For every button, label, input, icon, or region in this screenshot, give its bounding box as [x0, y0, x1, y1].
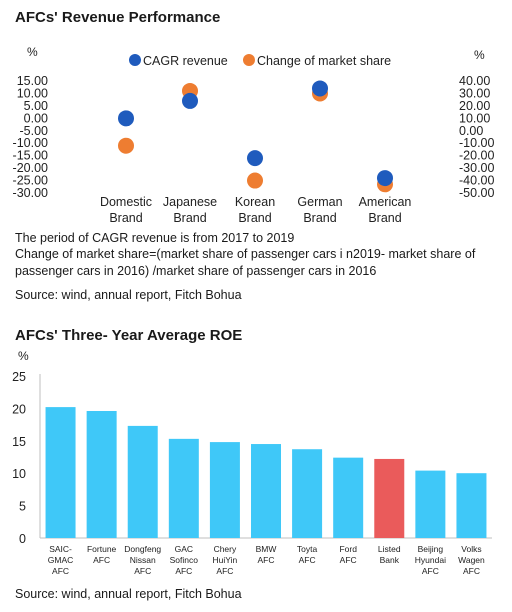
bar-category-label: Fortune AFC: [87, 544, 117, 565]
bar-category-label: BMW AFC: [256, 544, 277, 565]
right-tick-label: 40.00: [459, 74, 490, 88]
roe-bar: [86, 410, 117, 538]
bar-category-label: SAIC-GMAC AFC: [48, 544, 74, 576]
roe-bar: [292, 449, 323, 538]
left-tick-label: -30.00: [13, 186, 48, 200]
roe-bar: [45, 407, 76, 538]
right-tick-label: -20.00: [459, 149, 494, 163]
left-tick-label: -15.00: [13, 149, 48, 163]
cagr-point: [247, 150, 263, 167]
y-tick-label: 10: [12, 467, 26, 481]
cagr-point: [182, 92, 198, 109]
right-tick-label: -30.00: [459, 161, 494, 175]
right-axis-unit: %: [474, 48, 485, 62]
roe-bar: [127, 425, 158, 538]
revenue-performance-chart: % %15.0010.005.000.00-5.00-10.00-15.00-20…: [13, 45, 495, 225]
category-label: Japanese Brand: [163, 195, 217, 225]
market-share-point: [247, 172, 263, 189]
y-tick-label: 15: [12, 435, 26, 449]
roe-bar: [209, 442, 240, 538]
right-tick-label: -40.00: [459, 174, 494, 188]
left-tick-label: -20.00: [13, 161, 48, 175]
right-tick-label: -10.00: [459, 136, 494, 150]
bar-category-label: Beijing Hyundai AFC: [415, 544, 446, 576]
right-tick-label: 0.00: [459, 124, 483, 138]
cagr-point: [118, 110, 134, 127]
legend-marker-cagr: [129, 54, 141, 66]
left-tick-label: 15.00: [17, 74, 48, 88]
y-tick-label: 5: [19, 500, 26, 514]
roe-bar: [333, 457, 364, 538]
bar-category-label: Ford AFC: [339, 544, 357, 565]
right-tick-label: 10.00: [459, 111, 490, 125]
bar-category-label: Toyta AFC: [297, 544, 318, 565]
legend-label-cagr: CAGR revenue: [143, 54, 228, 68]
roe-bar: [374, 458, 405, 538]
y-tick-label: 20: [12, 402, 26, 416]
chart2-title: AFCs' Three- Year Average ROE: [15, 327, 243, 344]
chart1-title: AFCs' Revenue Performance: [15, 9, 221, 26]
cagr-period-note: The period of CAGR revenue is from 2017 …: [15, 231, 295, 245]
bar-category-label: Listed Bank: [378, 544, 401, 565]
left-tick-label: 0.00: [24, 111, 48, 125]
left-tick-label: 10.00: [17, 86, 48, 100]
category-label: German Brand: [297, 195, 342, 225]
cagr-point: [377, 170, 393, 187]
roe-bar-chart: % 25 20 15 10 5 0 SAIC-GMAC AFC Fortune AFC Dongfen…: [12, 349, 492, 576]
market-share-point: [118, 137, 134, 154]
market-share-definition-note: Change of market share=(market share of …: [15, 247, 476, 278]
bar-category-label: GAC Sofinco AFC: [170, 544, 199, 576]
roe-bar: [415, 470, 446, 538]
legend-label-market-share: Change of market share: [257, 54, 391, 68]
left-tick-label: 5.00: [24, 99, 48, 113]
bar-category-label: Volks Wagen AFC: [458, 544, 485, 576]
cagr-point: [312, 80, 328, 97]
category-label: Korean Brand: [235, 195, 275, 225]
bar-category-label: Chery HuiYin AFC: [213, 544, 238, 576]
y-tick-label: 25: [12, 370, 26, 384]
chart2-source-note: Source: wind, annual report, Fitch Bohua: [15, 587, 242, 601]
category-label: American Brand: [359, 195, 412, 225]
left-tick-label: -10.00: [13, 136, 48, 150]
chart1-source-note: Source: wind, annual report, Fitch Bohua: [15, 288, 242, 302]
legend-marker-market-share: [243, 54, 255, 66]
right-tick-label: 30.00: [459, 86, 490, 100]
left-tick-label: -5.00: [20, 124, 49, 138]
roe-bar: [456, 473, 487, 538]
roe-bar: [251, 444, 281, 538]
bar-category-label: Dongfeng Nissan AFC: [124, 544, 161, 576]
roe-bar: [168, 438, 199, 538]
y-axis-unit: %: [18, 349, 29, 363]
left-axis-unit: %: [27, 45, 38, 59]
left-tick-label: -25.00: [13, 174, 48, 188]
right-tick-label: 20.00: [459, 99, 490, 113]
right-tick-label: -50.00: [459, 186, 494, 200]
y-tick-label: 0: [19, 532, 26, 546]
category-label: Domestic Brand: [100, 195, 152, 225]
